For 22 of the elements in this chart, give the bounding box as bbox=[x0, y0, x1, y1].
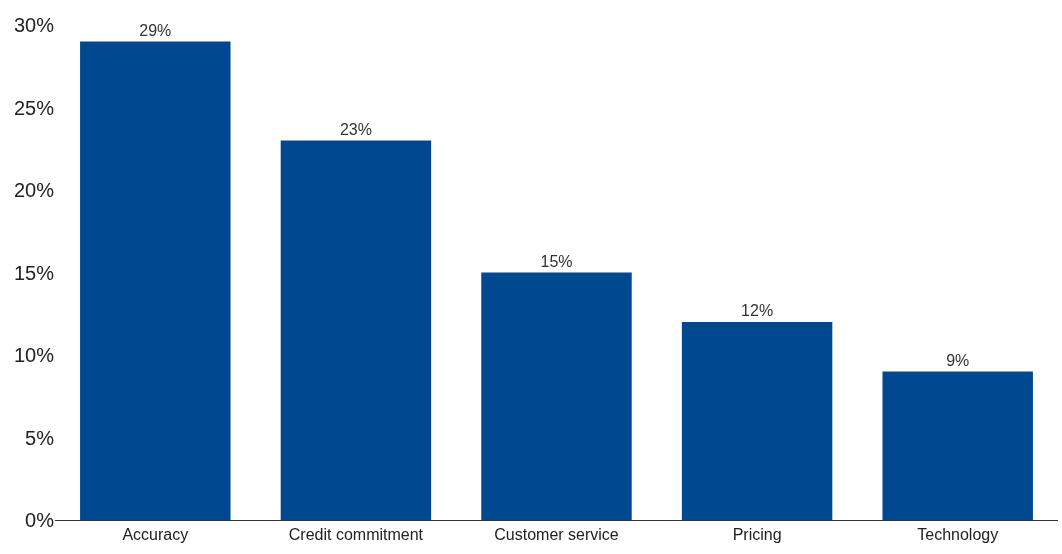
bar bbox=[80, 41, 231, 520]
data-label: 12% bbox=[741, 302, 774, 319]
bar bbox=[681, 322, 833, 520]
x-tick-label: Customer service bbox=[494, 526, 619, 544]
data-label: 9% bbox=[946, 351, 970, 369]
x-tick-label: Credit commitment bbox=[288, 526, 424, 544]
bar bbox=[280, 140, 432, 520]
bar bbox=[481, 272, 632, 520]
y-tick-label: 0% bbox=[25, 509, 55, 531]
y-tick-label: 25% bbox=[13, 96, 55, 119]
y-tick-label: 30% bbox=[13, 14, 55, 36]
y-tick-label: 5% bbox=[25, 426, 55, 449]
x-tick-label: Technology bbox=[917, 526, 999, 544]
y-tick-label: 15% bbox=[13, 261, 55, 284]
x-tick-label: Accuracy bbox=[122, 526, 189, 544]
data-label: 15% bbox=[540, 252, 573, 270]
x-tick-label: Pricing bbox=[732, 526, 782, 544]
bar bbox=[882, 371, 1033, 520]
data-label: 29% bbox=[139, 21, 172, 39]
data-label: 23% bbox=[339, 120, 372, 138]
y-tick-label: 20% bbox=[13, 179, 55, 201]
y-tick-label: 10% bbox=[13, 344, 55, 366]
